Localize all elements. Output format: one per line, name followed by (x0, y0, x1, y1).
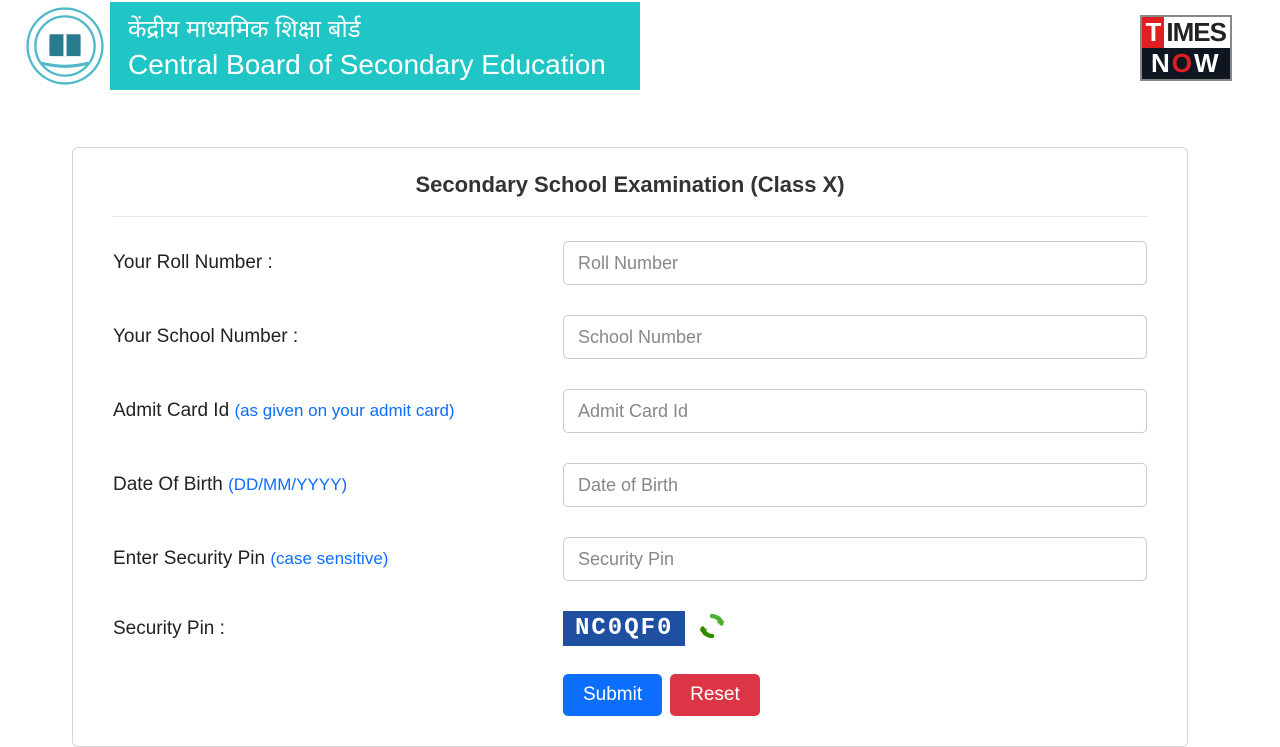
form-title: Secondary School Examination (Class X) (113, 172, 1147, 217)
label-security-pin-entry: Enter Security Pin (case sensitive) (113, 548, 563, 570)
header-title-english: Central Board of Secondary Education (128, 49, 640, 81)
dob-input[interactable] (563, 463, 1147, 507)
admit-card-input[interactable] (563, 389, 1147, 433)
roll-number-input[interactable] (563, 241, 1147, 285)
row-security-pin-entry: Enter Security Pin (case sensitive) (113, 537, 1147, 581)
header-title-bar: केंद्रीय माध्यमिक शिक्षा बोर्ड Central B… (110, 2, 640, 90)
label-roll-number: Your Roll Number : (113, 252, 563, 274)
captcha-value: NC0QF0 (563, 611, 685, 646)
result-form-card: Secondary School Examination (Class X) Y… (72, 147, 1188, 747)
row-admit-card: Admit Card Id (as given on your admit ca… (113, 389, 1147, 433)
school-number-input[interactable] (563, 315, 1147, 359)
label-admit-card: Admit Card Id (as given on your admit ca… (113, 400, 563, 422)
times-now-watermark: TIMES NOW (1140, 15, 1232, 81)
label-dob: Date Of Birth (DD/MM/YYYY) (113, 474, 563, 496)
refresh-captcha-icon[interactable] (697, 611, 727, 646)
row-buttons: Submit Reset (113, 674, 1147, 716)
submit-button[interactable]: Submit (563, 674, 662, 716)
row-school-number: Your School Number : (113, 315, 1147, 359)
reset-button[interactable]: Reset (670, 674, 760, 716)
row-security-pin-display: Security Pin : NC0QF0 (113, 611, 1147, 646)
page-header: केंद्रीय माध्यमिक शिक्षा बोर्ड Central B… (0, 0, 1280, 92)
row-dob: Date Of Birth (DD/MM/YYYY) (113, 463, 1147, 507)
label-security-pin-display: Security Pin : (113, 618, 563, 640)
header-title-hindi: केंद्रीय माध्यमिक शिक्षा बोर्ड (128, 12, 640, 45)
row-roll-number: Your Roll Number : (113, 241, 1147, 285)
security-pin-input[interactable] (563, 537, 1147, 581)
label-school-number: Your School Number : (113, 326, 563, 348)
board-emblem (20, 1, 110, 91)
